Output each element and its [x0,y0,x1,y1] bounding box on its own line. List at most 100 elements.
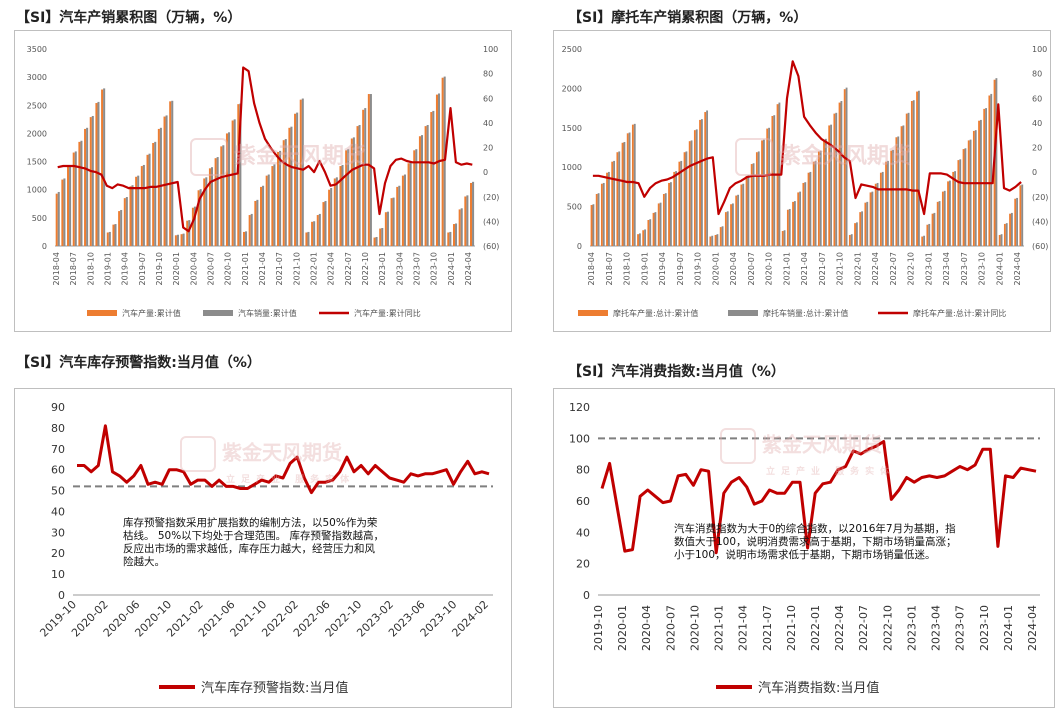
bar [745,175,748,246]
bar [271,166,274,246]
annotation-text: 汽车消费指数为大于0的综合指数，以2016年7月为基期，指数值大于100，说明消… [674,523,957,561]
annotation-box: 汽车消费指数为大于0的综合指数，以2016年7月为基期，指数值大于100，说明消… [674,523,957,561]
bar [335,177,338,246]
bar [926,224,929,246]
bar [957,160,960,246]
legend-label: 汽车库存预警指数:当月值 [201,680,348,696]
bar [358,124,361,246]
bar [464,196,467,246]
bar [773,115,776,246]
y-axis-tick: 80 [576,464,590,477]
x-axis-tick: 2018-04 [52,252,61,285]
x-axis-tick: 2020-01 [616,605,629,651]
bar [299,99,302,247]
x-axis-tick: 2021-04 [737,605,750,651]
bar [819,150,822,246]
bar [644,229,647,246]
x-axis-tick: 2018-10 [623,252,632,285]
moto-chart: 0 500 1000 1500 2000 2500 (60) (40) (20) 0 20 40 60 8… [562,45,1049,318]
left-axis-tick: 1500 [27,158,47,167]
bar [771,115,774,246]
y-axis-tick: 90 [51,401,65,414]
bar [959,159,962,246]
right-axis-tick: 60 [483,94,493,103]
bar [907,112,910,246]
x-axis-tick: 2020-01 [711,252,720,285]
bar [724,212,727,246]
x-axis-tick: 2022-10 [907,252,916,285]
bar [415,149,418,246]
bar [313,221,316,246]
bar [943,190,946,246]
bar [628,132,631,246]
bar [824,138,827,246]
x-axis-tick: 2021-07 [818,252,827,285]
x-axis-tick: 2020-07 [747,252,756,285]
bar [1000,234,1003,246]
bar [67,166,70,246]
bar [106,232,109,246]
bar [57,191,60,246]
bar [256,199,259,246]
bar [61,179,64,246]
bar [362,109,365,246]
x-axis-tick: 2023-10 [978,252,987,285]
x-axis-tick: 2019-01 [104,252,113,285]
bar [318,213,321,246]
bar [652,212,655,246]
bar [413,150,416,246]
watermark-logo-moto: 紫金天风期货 [735,138,911,176]
left-axis-tick: 1500 [562,124,582,133]
x-axis-tick: 2020-01 [172,252,181,285]
bar [673,171,676,246]
x-axis-tick: 2022-01 [809,605,822,651]
bar [1014,198,1017,246]
x-axis-tick: 2023-07 [413,252,422,285]
bar [900,126,903,246]
bar [885,161,887,246]
bar [364,108,367,246]
bar [443,76,446,246]
right-axis-tick: (20) [483,193,499,202]
consumption-chart-panel: 0 20 40 60 80 100 120 2019-10 2020-01 2020-04 2020… [553,388,1055,708]
bar [214,158,217,246]
left-axis-tick: 2000 [562,84,582,93]
bar [322,202,325,246]
y-axis-tick: 30 [51,526,65,539]
right-axis-tick: (20) [1032,193,1048,202]
bar [735,195,738,246]
bar [208,168,211,246]
x-axis-tick: 2023-10 [978,605,991,651]
bar [311,221,314,246]
bar [188,220,191,246]
bar [379,228,382,246]
bar [941,191,944,246]
bar [783,230,786,246]
right-axis-tick: (60) [483,242,499,251]
bar [742,183,745,246]
y-axis-tick: 0 [58,589,65,602]
bar [356,126,359,246]
x-axis-tick: 2022-07 [344,252,353,285]
bar [835,112,838,246]
bar [375,236,378,246]
bar [668,182,670,246]
bar [654,212,657,246]
bar [788,208,791,246]
bar [307,231,310,246]
bar [931,213,934,246]
right-axis-tick: 40 [1032,119,1042,128]
x-axis-tick: 2019-07 [138,252,147,285]
bar [602,182,605,246]
x-axis-tick: 2019-10 [592,605,605,651]
bar [112,224,115,246]
right-axis-tick: 60 [1032,94,1042,103]
inventory-chart-panel: 0 10 20 30 40 50 60 70 80 90 2019-10 2020-02 2020-06… [14,388,512,708]
left-axis-tick: 0 [577,242,582,251]
bar [174,235,177,246]
bar [262,185,265,246]
x-axis-tick: 2018-04 [587,252,596,285]
right-axis-tick: 20 [1032,144,1042,153]
bar [330,188,333,246]
x-axis-tick: 2022-10 [361,252,370,285]
